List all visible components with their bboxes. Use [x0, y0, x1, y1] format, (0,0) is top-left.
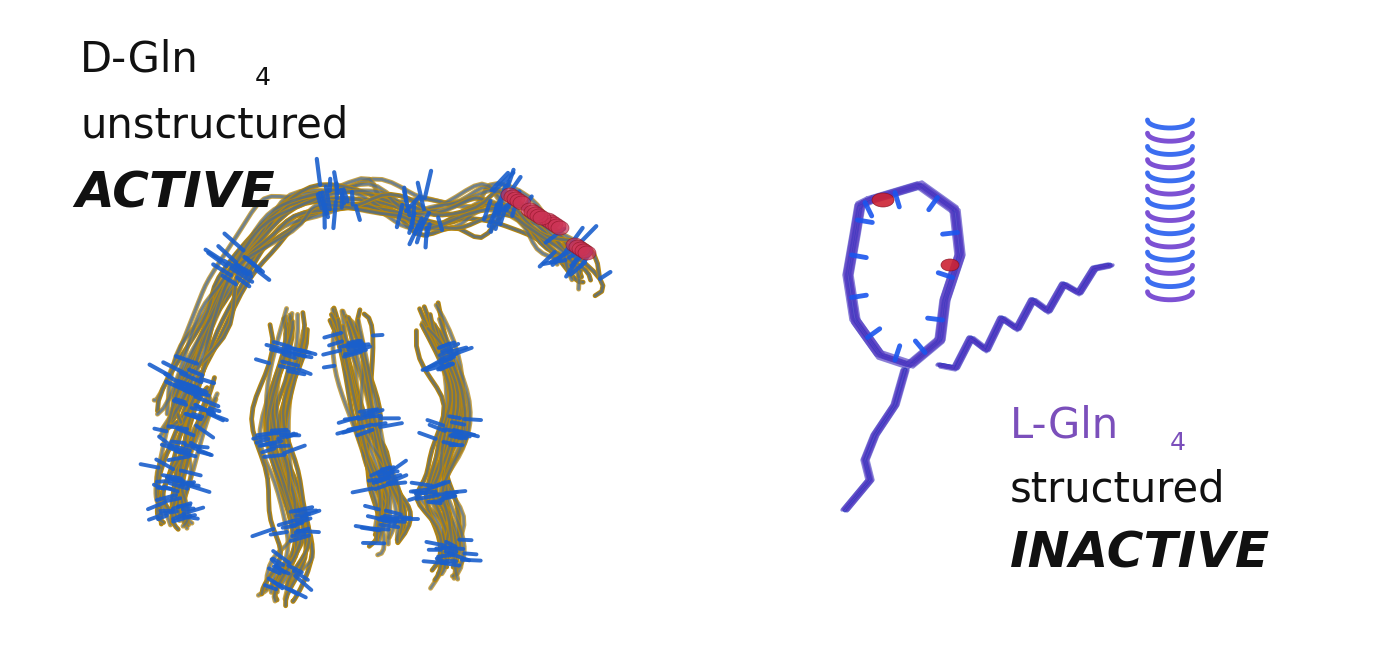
Ellipse shape: [578, 246, 596, 260]
Ellipse shape: [566, 238, 584, 252]
Ellipse shape: [573, 242, 589, 256]
Ellipse shape: [521, 203, 539, 217]
Ellipse shape: [510, 194, 528, 208]
Text: L-Gln: L-Gln: [1009, 405, 1119, 447]
Ellipse shape: [501, 188, 519, 202]
Ellipse shape: [872, 193, 895, 207]
Ellipse shape: [568, 240, 587, 254]
Text: ACTIVE: ACTIVE: [76, 170, 274, 218]
Text: 4: 4: [255, 66, 272, 90]
Ellipse shape: [526, 207, 545, 221]
Ellipse shape: [539, 213, 557, 227]
Ellipse shape: [531, 209, 547, 223]
Ellipse shape: [941, 259, 959, 271]
Ellipse shape: [504, 190, 522, 204]
Text: 4: 4: [1170, 431, 1186, 455]
Ellipse shape: [547, 219, 566, 233]
Text: INACTIVE: INACTIVE: [1009, 530, 1270, 578]
Text: structured: structured: [1009, 468, 1225, 510]
Text: D-Gln: D-Gln: [80, 38, 199, 80]
Ellipse shape: [545, 217, 563, 231]
Ellipse shape: [507, 192, 525, 206]
Ellipse shape: [575, 244, 594, 258]
Ellipse shape: [524, 205, 542, 219]
Ellipse shape: [542, 215, 560, 229]
Ellipse shape: [512, 196, 531, 210]
Ellipse shape: [533, 211, 552, 225]
Text: unstructured: unstructured: [80, 105, 349, 147]
Ellipse shape: [552, 221, 568, 235]
